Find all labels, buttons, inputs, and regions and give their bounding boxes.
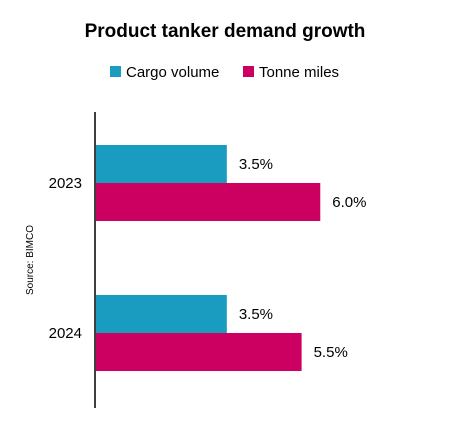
data-label-2024-cargo-volume: 3.5%: [239, 306, 273, 323]
category-tick-2024: 2024: [49, 325, 82, 342]
bars-group: [96, 145, 321, 371]
source-note: Source: BIMCO: [25, 225, 36, 295]
legend-label-tonne-miles: Tonne miles: [259, 64, 339, 81]
legend: Cargo volume Tonne miles: [110, 64, 339, 81]
category-tick-2023: 2023: [49, 175, 82, 192]
data-label-2024-tonne-miles: 5.5%: [314, 344, 348, 361]
data-labels-group: 3.5% 6.0% 3.5% 5.5%: [239, 156, 367, 361]
category-ticks-group: 2023 2024: [49, 175, 82, 342]
legend-label-cargo-volume: Cargo volume: [126, 64, 219, 81]
legend-swatch-tonne-miles: [243, 66, 254, 77]
bar-2024-cargo-volume: [96, 295, 227, 333]
bar-2024-tonne-miles: [96, 333, 302, 371]
chart-title: Product tanker demand growth: [85, 21, 366, 42]
bar-2023-tonne-miles: [96, 183, 321, 221]
bar-2023-cargo-volume: [96, 145, 227, 183]
data-label-2023-cargo-volume: 3.5%: [239, 156, 273, 173]
data-label-2023-tonne-miles: 6.0%: [332, 194, 366, 211]
legend-swatch-cargo-volume: [110, 66, 121, 77]
